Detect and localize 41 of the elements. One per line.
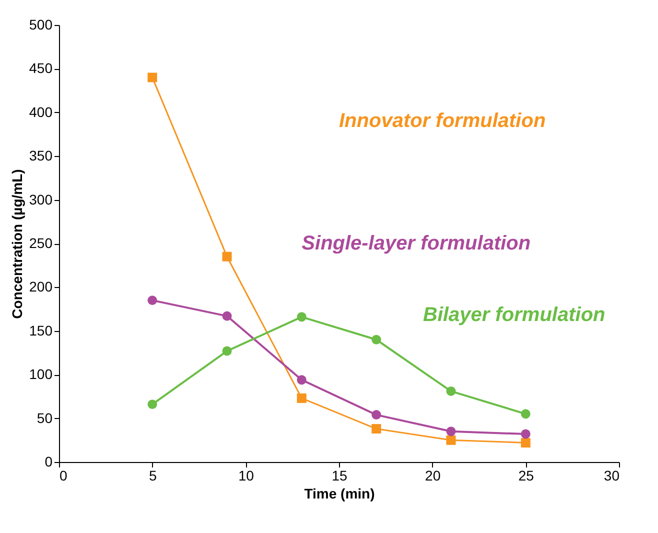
text: Innovator formulation: [339, 110, 546, 132]
x-tick-label: 5: [148, 468, 157, 484]
point: [222, 311, 232, 321]
point: [372, 424, 382, 434]
point: [296, 393, 306, 403]
y-tick-label: 500: [29, 16, 53, 32]
point: [148, 72, 158, 82]
point: [446, 426, 456, 436]
point: [222, 346, 232, 356]
y-tick-label: 0: [44, 454, 53, 470]
x-tick-label: 30: [604, 468, 620, 484]
point: [372, 410, 382, 420]
point: [446, 386, 456, 396]
x-tick-label: 20: [425, 468, 441, 484]
series-label: Bilayer formulation: [423, 304, 606, 326]
x-tick-label: 25: [518, 468, 534, 484]
y-tick-label: 250: [29, 235, 53, 251]
y-tick-label: 400: [29, 104, 53, 120]
point: [372, 334, 382, 344]
y-tick-label: 350: [29, 148, 53, 164]
point: [296, 312, 306, 322]
y-axis-title: Concentration (µg/mL): [9, 169, 26, 319]
x-tick-label: 10: [238, 468, 254, 484]
x-axis-title: Time (min): [304, 486, 375, 502]
x-tick-label: 15: [332, 468, 348, 484]
x-tick-label: 0: [60, 468, 68, 484]
y-tick-label: 100: [29, 366, 53, 382]
y-tick-label: 200: [29, 278, 53, 295]
text: Single-layer formulation: [302, 232, 531, 254]
point: [520, 409, 530, 419]
point: [520, 429, 530, 439]
y-tick-label: 450: [29, 60, 53, 76]
y-tick-label: 150: [29, 322, 53, 338]
point: [296, 375, 306, 385]
point: [520, 438, 530, 448]
point: [446, 435, 456, 445]
point: [148, 400, 158, 410]
y-tick-label: 50: [36, 410, 53, 426]
y-tick-label: 300: [29, 191, 53, 208]
point: [148, 296, 158, 306]
point: [222, 252, 232, 262]
